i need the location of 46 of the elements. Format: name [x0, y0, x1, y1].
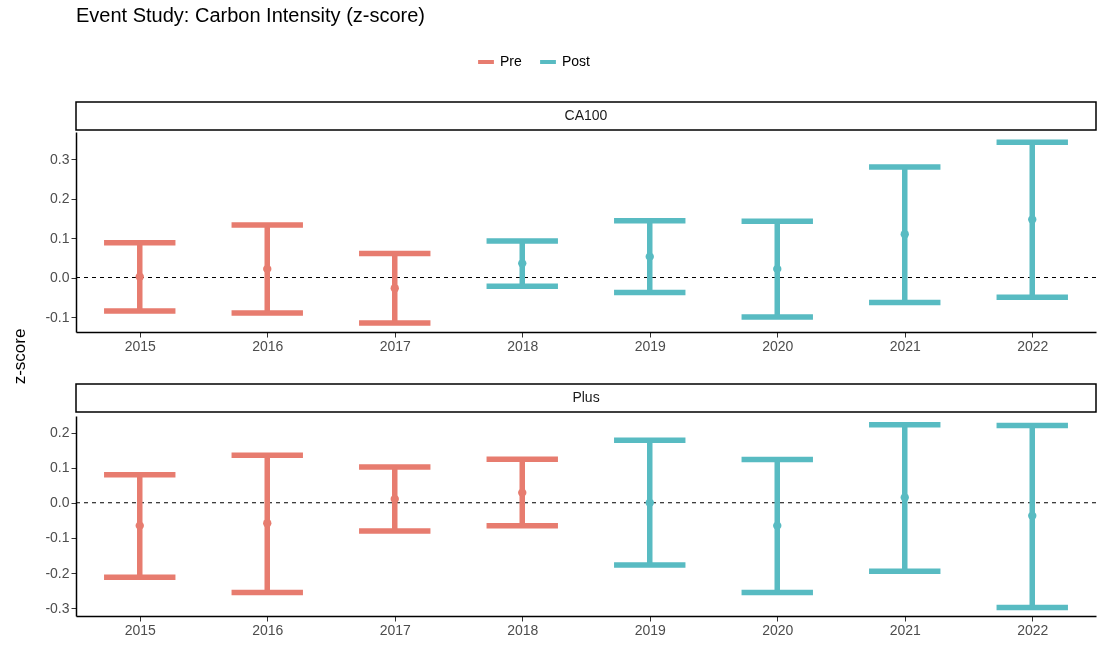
point: [518, 259, 527, 268]
y-tick-label: 0.1: [50, 229, 70, 246]
legend-label: Pre: [500, 53, 522, 69]
x-tick-label: 2018: [507, 621, 539, 638]
chart-title: Event Study: Carbon Intensity (z-score): [76, 4, 426, 26]
x-tick-label: 2016: [252, 337, 284, 354]
x-tick-label: 2018: [507, 337, 539, 354]
y-axis-title: z-score: [9, 328, 29, 385]
x-tick-label: 2021: [889, 621, 922, 638]
x-tick-label: 2015: [124, 621, 157, 638]
x-tick-label: 2019: [634, 337, 667, 354]
y-tick-label: 0.1: [50, 459, 70, 476]
y-tick-label: -0.1: [45, 529, 70, 546]
x-tick-label: 2019: [634, 621, 667, 638]
x-tick-label: 2017: [379, 337, 412, 354]
x-tick-label: 2021: [889, 337, 922, 354]
point: [645, 498, 654, 507]
point: [1028, 511, 1037, 520]
point: [518, 488, 527, 497]
point: [773, 521, 782, 530]
y-tick-label: 0.0: [50, 494, 70, 511]
x-tick-label: 2016: [252, 621, 284, 638]
point: [263, 519, 272, 528]
y-tick-label: -0.3: [45, 599, 70, 616]
point: [1028, 215, 1037, 224]
legend-label: Post: [562, 53, 591, 69]
point: [390, 494, 399, 504]
x-tick-label: 2022: [1017, 337, 1049, 354]
y-tick-label: 0.2: [50, 190, 70, 207]
x-tick-label: 2017: [379, 621, 412, 638]
chart-subtitle: CA100: [564, 107, 608, 123]
y-tick-label: 0.0: [50, 269, 70, 286]
x-tick-label: 2015: [124, 337, 157, 354]
x-tick-label: 2020: [762, 337, 794, 354]
point: [135, 521, 144, 530]
point: [645, 252, 654, 261]
y-tick-label: 0.3: [50, 150, 70, 167]
x-tick-label: 2020: [762, 621, 794, 638]
y-tick-label: 0.2: [50, 424, 70, 441]
point: [390, 284, 399, 293]
x-tick-label: 2022: [1017, 621, 1049, 638]
y-tick-label: -0.2: [45, 564, 70, 581]
point: [900, 493, 909, 502]
chart-subtitle: Plus: [572, 389, 600, 405]
y-tick-label: -0.1: [45, 308, 70, 325]
point: [135, 272, 144, 281]
